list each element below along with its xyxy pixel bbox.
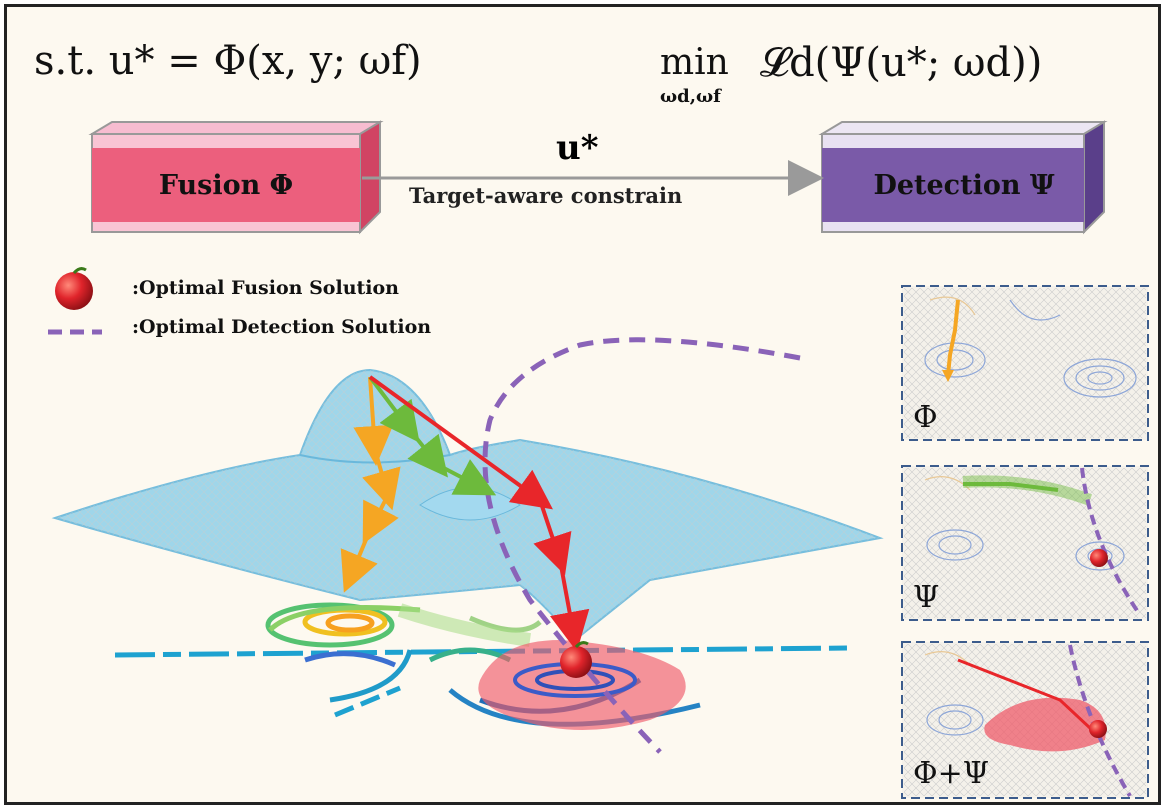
legend-detection-text: :Optimal Detection Solution xyxy=(132,316,432,338)
panel-detection-label: Ψ xyxy=(913,580,940,615)
contour-plot xyxy=(114,602,851,727)
apple-legend-icon xyxy=(55,267,93,310)
optimization-paths xyxy=(340,375,590,652)
panel-fusion xyxy=(901,285,1149,441)
apple-optimum-icon xyxy=(560,641,592,678)
constraint-equation: s.t. u* = Φ(x, y; ωf) xyxy=(34,38,422,84)
detection-label: Detection Ψ xyxy=(873,169,1055,201)
panel-fusion-label: Φ xyxy=(913,400,938,435)
connection-symbol: u* xyxy=(556,128,599,168)
fusion-block xyxy=(88,120,384,235)
connection-label: Target-aware constrain xyxy=(409,183,683,208)
panel-detection xyxy=(901,465,1149,621)
joint-solution-region xyxy=(478,640,686,730)
panel-joint xyxy=(901,641,1149,799)
legend-fusion-text: :Optimal Fusion Solution xyxy=(132,277,399,299)
loss-surface xyxy=(51,368,884,642)
min-operator: min xyxy=(660,42,729,83)
objective-equation: 𝓛d(Ψ(u*; ωd)) xyxy=(760,40,1043,86)
min-subscript: ωd,ωf xyxy=(660,86,721,107)
panel-joint-label: Φ+Ψ xyxy=(913,756,990,791)
detection-block xyxy=(818,120,1108,235)
fusion-label: Fusion Φ xyxy=(158,169,294,201)
